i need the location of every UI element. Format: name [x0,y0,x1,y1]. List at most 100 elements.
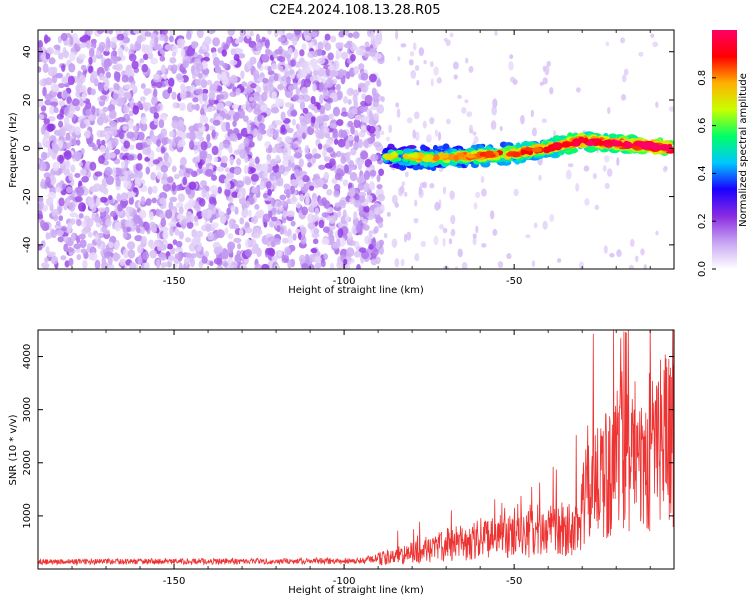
spectrogram-faint-blob [416,79,420,86]
spectrogram-noise-blob [329,158,336,167]
spectrogram-noise-blob [135,142,144,151]
spectrogram-noise-blob [114,221,122,232]
spectrogram-noise-blob [163,231,168,239]
spectrogram-noise-blob [329,123,337,129]
spectrogram-noise-blob [168,221,177,228]
spectrogram-noise-blob [251,216,259,224]
spectrogram-faint-blob [448,238,453,245]
spectrogram-noise-blob [207,232,214,241]
spectrogram-noise-blob [150,57,158,65]
spectrogram-noise-blob [310,59,316,69]
spectrogram-noise-blob [98,41,106,49]
spectrogram-noise-blob [375,240,381,250]
spectrogram-noise-blob [208,196,217,205]
spectrogram-noise-blob [111,42,117,48]
spectrogram-noise-blob [217,94,225,100]
spectrogram-noise-blob [89,185,98,193]
spectrogram-noise-blob [324,33,331,41]
spectrogram-signal-blob [432,154,440,161]
spectrogram-noise-blob [122,125,128,131]
spectrogram-noise-blob [109,121,118,128]
spectrogram-noise-blob [207,30,216,35]
spectrogram-noise-blob [165,209,173,219]
spectrogram-noise-blob [114,148,121,155]
spectrogram-noise-blob [161,137,168,146]
spectrogram-noise-blob [169,226,174,237]
spectrogram-faint-blob [453,74,458,80]
spectrogram-noise-blob [78,212,84,219]
spectrogram-noise-blob [370,258,378,266]
spectrogram-faint-blob [388,124,393,133]
spectrogram-noise-blob [206,133,211,143]
spectrogram-noise-blob [121,37,131,44]
spectrogram-noise-blob [65,247,75,253]
spectrogram-noise-blob [348,240,356,246]
spectrogram-noise-blob [65,186,73,194]
spectrogram-noise-blob [290,220,296,227]
spectrogram-noise-blob [142,53,149,61]
spectrogram-noise-blob [233,237,242,244]
spectrogram-noise-blob [97,232,105,239]
spectrogram-noise-blob [302,107,309,114]
spectrogram-noise-blob [343,96,348,104]
spectrogram-noise-blob [38,100,44,108]
spectrogram-noise-blob [328,237,335,246]
spectrogram-noise-blob [227,30,235,36]
spectrogram-noise-blob [102,187,109,195]
spectrogram-noise-blob [257,114,262,122]
spectrogram-noise-blob [346,87,355,97]
spectrogram-noise-blob [71,138,78,146]
spectrogram-noise-blob [287,234,294,244]
spectrogram-noise-blob [354,114,362,121]
spectrogram-faint-blob [606,168,613,177]
spectrogram-noise-blob [317,57,326,65]
spectrogram-noise-blob [237,108,246,119]
spectrogram-noise-blob [142,101,147,109]
spectrogram-faint-blob [494,30,498,36]
spectrogram-noise-blob [104,132,110,141]
spectrogram-noise-blob [57,83,65,89]
spectrogram-noise-blob [227,110,236,116]
spectrogram-noise-blob [50,83,59,93]
spectrogram-noise-blob [113,241,120,251]
spectrogram-noise-blob [205,168,214,177]
spectrogram-noise-blob [108,87,114,93]
spectrogram-noise-blob [303,78,312,88]
spectrogram-noise-blob [108,194,113,201]
spectrogram-noise-blob [188,181,197,190]
spectrogram-noise-blob [195,130,203,140]
spectrogram-noise-blob [46,47,54,55]
spectrogram-noise-blob [350,125,355,135]
spectrogram-noise-blob [168,35,174,43]
spectrogram-faint-blob [433,66,439,76]
spectrogram-noise-blob [60,255,67,261]
spectrogram-noise-blob [267,247,275,255]
spectrogram-noise-blob [169,130,175,138]
spectrogram-noise-blob [261,36,266,43]
spectrogram-noise-blob [267,203,273,211]
spectrogram-noise-blob [88,47,95,58]
spectrogram-faint-blob [468,65,474,73]
spectrogram-noise-blob [282,158,289,167]
spectrogram-noise-blob [213,246,222,255]
spectrogram-noise-blob [199,114,207,124]
y-tick-label: 40 [22,45,33,58]
spectrogram-faint-blob [401,181,406,187]
spectrogram-noise-blob [159,49,166,55]
spectrogram-noise-blob [59,108,64,118]
spectrogram-faint-blob [400,258,405,267]
spectrogram-noise-blob [271,91,277,100]
spectrogram-noise-blob [196,30,204,39]
spectrogram-noise-blob [178,262,183,269]
spectrogram-faint-blob [414,131,420,141]
spectrogram-noise-blob [246,30,251,39]
spectrogram-noise-blob [226,207,232,215]
spectrogram-noise-blob [159,244,167,251]
spectrogram-noise-blob [134,234,143,242]
spectrogram-noise-blob [253,95,260,102]
spectrogram-noise-blob [338,68,345,78]
spectrogram-noise-blob [222,43,229,51]
spectrogram-noise-blob [127,173,137,179]
spectrogram-noise-blob [160,262,169,268]
spectrogram-noise-blob [332,106,341,117]
